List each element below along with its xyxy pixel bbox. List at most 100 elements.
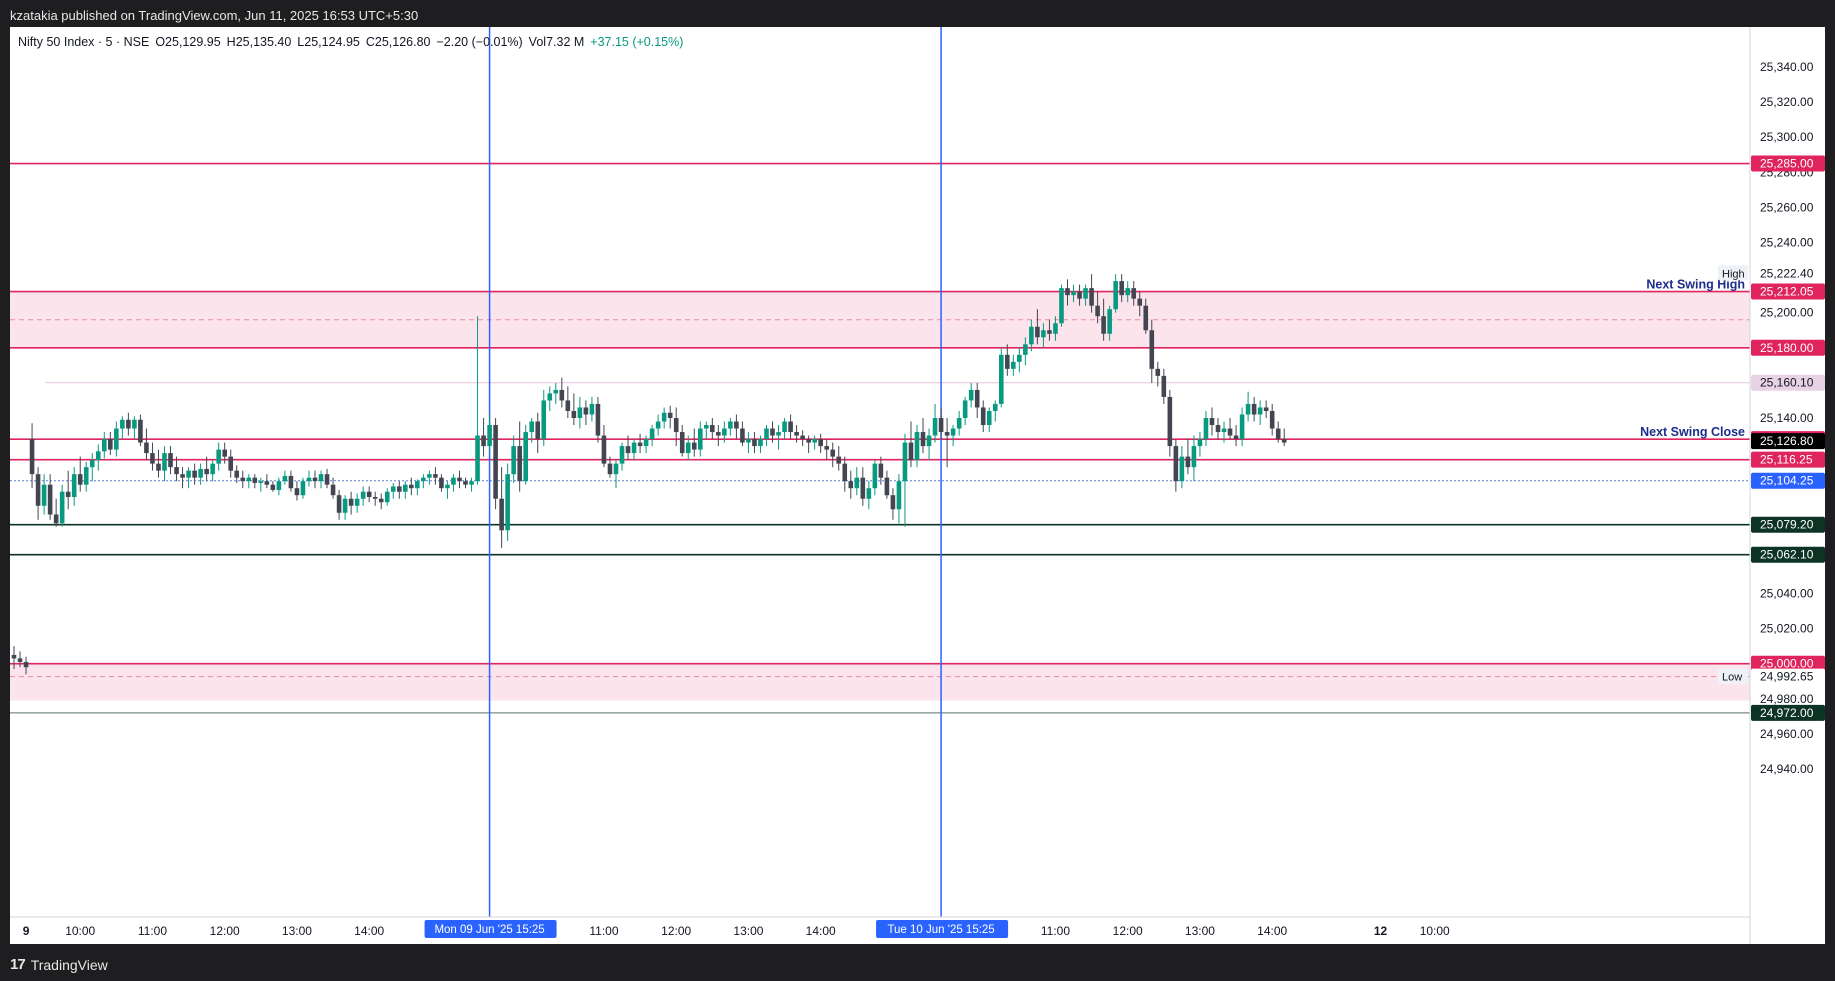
candle-body [565, 400, 571, 411]
candle-body [980, 407, 986, 426]
candle-body [11, 654, 17, 659]
candle-body [378, 498, 384, 503]
chart-frame[interactable]: 25,340.00 25,320.00 25,300.00 25,280.00 25,2… [10, 27, 1825, 944]
price-label: 25,000.00 [1760, 657, 1814, 671]
candle-body [83, 467, 89, 485]
candle-body [1029, 326, 1034, 345]
low-label: L [297, 35, 305, 49]
candle-body [1245, 403, 1251, 415]
footer-bar: 17 TradingView [0, 944, 1835, 981]
candle-body [1185, 456, 1191, 468]
candle-body [884, 477, 890, 496]
candle-body [571, 410, 577, 418]
candle-body [409, 484, 414, 489]
candle-body [878, 463, 884, 478]
change-value: −2.20 (−0.01%) [436, 35, 523, 49]
candle-body [403, 484, 408, 492]
candle-body [1089, 288, 1094, 306]
candle-body [697, 428, 703, 450]
candle-body [752, 439, 757, 447]
candle-body [1155, 368, 1161, 376]
candle-body [914, 432, 920, 461]
candle-body [523, 432, 528, 482]
candle-body [324, 474, 330, 485]
candle-body [318, 474, 324, 482]
x-tick-label: 11:00 [1041, 924, 1070, 938]
candle-body [330, 484, 336, 496]
candle-body [192, 470, 197, 478]
candle-body [986, 410, 992, 426]
candle-body [246, 477, 252, 482]
candle-body [583, 407, 589, 415]
candle-body [1059, 288, 1064, 324]
high-label: H [226, 35, 236, 49]
candle-body [198, 468, 203, 478]
symbol-name[interactable]: Nifty 50 Index · 5 · NSE [18, 35, 150, 49]
price-label: 25,285.00 [1760, 157, 1814, 171]
price-label: 25,062.10 [1760, 548, 1814, 562]
candle-body [493, 425, 498, 499]
candle-body [276, 481, 282, 490]
candle-body [1275, 428, 1281, 440]
candle-body [1209, 418, 1215, 426]
candle-body [511, 446, 516, 475]
price-label-bg [1751, 655, 1825, 672]
y-tick-label: 25,040.00 [1760, 587, 1814, 601]
candle-body [998, 354, 1004, 404]
candle-body [1233, 435, 1239, 440]
candle-body [348, 498, 354, 506]
price-label: 25,104.25 [1760, 474, 1814, 488]
candle-body [1071, 291, 1076, 296]
candle-body [1017, 354, 1022, 362]
tradingview-brand[interactable]: 17 TradingView [10, 956, 108, 973]
candle-body [848, 481, 854, 489]
candle-body [704, 425, 709, 429]
candle-body [1137, 298, 1143, 306]
candle-body [228, 456, 234, 471]
candle-body [1131, 288, 1137, 299]
candle-body [59, 491, 65, 524]
candle-body [384, 491, 390, 503]
candle-body [300, 481, 306, 496]
candle-body [1215, 425, 1221, 433]
candle-body [372, 496, 378, 499]
price-chart[interactable]: 25,340.0025,320.0025,300.0025,280.0025,2… [10, 27, 1825, 944]
price-label-bg [1751, 283, 1825, 300]
close-value: 25,126.80 [374, 35, 431, 49]
candle-body [421, 477, 426, 482]
candle-body [1221, 428, 1227, 433]
candle-body [740, 428, 745, 443]
candle-body [487, 425, 492, 447]
candle-body [35, 474, 41, 506]
candle-body [53, 514, 59, 524]
candle-body [306, 477, 312, 482]
candle-body [968, 389, 974, 401]
next-swing-high-label: Next Swing High [1646, 278, 1745, 292]
x-tick-label: 12 [1374, 924, 1388, 938]
candle-body [1065, 288, 1070, 296]
crosshair-time-label: Mon 09 Jun '25 15:25 [434, 924, 544, 936]
candle-body [920, 432, 926, 447]
candle-body [535, 421, 541, 440]
price-label-bg [1751, 546, 1825, 563]
candle-body [1113, 281, 1118, 310]
x-tick-label: 11:00 [589, 924, 618, 938]
candle-body [758, 439, 763, 447]
candle-body [529, 421, 535, 433]
candle-body [716, 432, 721, 436]
candle-body [1263, 407, 1269, 411]
candle-body [673, 418, 679, 433]
candle-body [439, 477, 444, 489]
candle-body [1041, 330, 1046, 338]
candle-body [427, 474, 432, 478]
candle-body [108, 439, 113, 450]
candle-body [1125, 288, 1130, 296]
y-tick-label: 24,940.00 [1760, 762, 1814, 776]
candle-body [433, 474, 438, 478]
price-label-bg [1751, 704, 1825, 721]
candle-body [451, 477, 456, 485]
candle-body [782, 421, 787, 433]
candle-body [71, 474, 77, 497]
x-tick-label: 14:00 [806, 924, 836, 938]
candle-body [282, 475, 288, 482]
